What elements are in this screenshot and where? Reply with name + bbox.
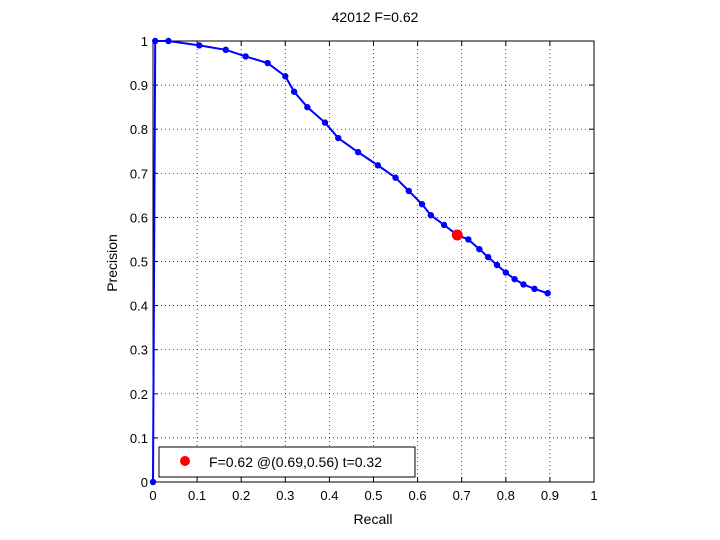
data-point bbox=[165, 37, 172, 45]
y-tick-label: 0.4 bbox=[130, 299, 148, 314]
data-point bbox=[484, 253, 492, 261]
x-tick-label: 0.7 bbox=[453, 488, 471, 503]
data-point bbox=[290, 88, 298, 95]
y-axis-title: Precision bbox=[104, 234, 120, 292]
y-tick-label: 0.9 bbox=[130, 78, 148, 93]
data-point bbox=[321, 119, 329, 126]
data-point bbox=[152, 37, 159, 45]
data-point bbox=[418, 200, 426, 208]
y-tick-label: 0.1 bbox=[130, 431, 148, 446]
data-point bbox=[405, 187, 412, 195]
x-tick-label: 0.4 bbox=[320, 488, 338, 503]
data-point bbox=[531, 285, 538, 293]
data-point bbox=[335, 134, 342, 142]
data-point bbox=[374, 162, 382, 169]
x-tick-label: 0.1 bbox=[188, 488, 206, 503]
x-tick-label: 0.5 bbox=[364, 488, 382, 503]
data-point bbox=[511, 275, 518, 283]
data-point bbox=[493, 261, 501, 269]
data-point bbox=[440, 221, 448, 229]
x-tick-label: 1 bbox=[590, 488, 597, 503]
data-point bbox=[304, 103, 311, 111]
data-point bbox=[427, 211, 435, 219]
x-axis-title: Recall bbox=[354, 511, 393, 527]
legend: F=0.62 @(0.69,0.56) t=0.32 bbox=[158, 446, 416, 478]
data-point bbox=[476, 245, 483, 253]
y-tick-label: 0.6 bbox=[130, 210, 148, 225]
y-tick-label: 0.8 bbox=[130, 122, 148, 137]
data-point bbox=[149, 478, 157, 486]
best-f-point bbox=[451, 229, 463, 241]
x-tick-label: 0.6 bbox=[409, 488, 427, 503]
y-tick-label: 0 bbox=[141, 475, 148, 490]
legend-marker bbox=[180, 456, 190, 466]
plot-area bbox=[149, 37, 551, 486]
data-point bbox=[520, 281, 527, 288]
legend-box bbox=[158, 446, 416, 478]
data-point bbox=[544, 290, 551, 297]
data-point bbox=[222, 46, 229, 54]
grid bbox=[153, 41, 594, 482]
data-point bbox=[242, 53, 249, 60]
data-point bbox=[392, 174, 399, 181]
y-tick-label: 0.5 bbox=[130, 255, 148, 270]
data-point bbox=[465, 236, 472, 243]
data-point bbox=[264, 59, 271, 67]
x-tick-label: 0 bbox=[149, 488, 156, 503]
x-tick-label: 0.9 bbox=[541, 488, 559, 503]
chart-title: 42012 F=0.62 bbox=[332, 9, 419, 25]
y-tick-label: 1 bbox=[141, 34, 148, 49]
axes: 0 0.1 0.2 0.3 0.4 0.5 0.6 0.7 0.8 0.9 1 0 0.1 0.2 0.3 0… bbox=[130, 34, 598, 503]
y-tick-label: 0.7 bbox=[130, 166, 148, 181]
data-point bbox=[282, 73, 289, 80]
legend-label: F=0.62 @(0.69,0.56) t=0.32 bbox=[209, 454, 382, 470]
data-point bbox=[502, 269, 509, 276]
y-tick-label: 0.3 bbox=[130, 343, 148, 358]
data-point bbox=[354, 148, 362, 156]
x-tick-label: 0.2 bbox=[232, 488, 250, 503]
y-tick-label: 0.2 bbox=[130, 387, 148, 402]
x-tick-label: 0.3 bbox=[276, 488, 294, 503]
x-tick-label: 0.8 bbox=[497, 488, 515, 503]
data-point bbox=[196, 42, 203, 49]
